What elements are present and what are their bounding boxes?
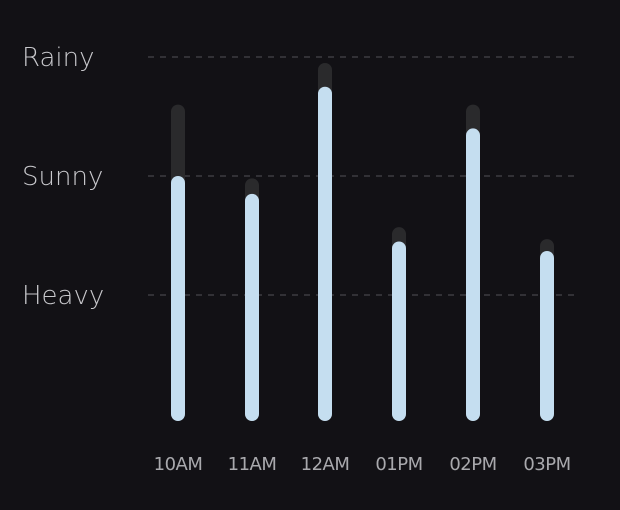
y-axis-labels: Heavy Sunny Rainy — [22, 43, 104, 311]
x-label-01pm: 01PM — [375, 454, 422, 475]
y-label-heavy: Heavy — [22, 281, 104, 311]
bar-10am — [171, 176, 185, 421]
bar-12am — [318, 86, 332, 421]
bars-layer — [171, 62, 554, 421]
bar-02pm — [466, 128, 480, 421]
y-label-rainy: Rainy — [22, 43, 95, 73]
grid-layer — [148, 56, 580, 296]
bar-11am — [245, 193, 259, 421]
bar-03pm — [540, 250, 554, 421]
x-axis-labels: 10AM 11AM 12AM 01PM 02PM 03PM — [154, 454, 572, 475]
x-label-10am: 10AM — [154, 454, 203, 475]
x-label-12am: 12AM — [301, 454, 350, 475]
x-label-03pm: 03PM — [523, 454, 570, 475]
x-label-11am: 11AM — [228, 454, 277, 475]
y-label-sunny: Sunny — [22, 162, 103, 192]
bar-01pm — [392, 241, 406, 421]
x-label-02pm: 02PM — [449, 454, 496, 475]
